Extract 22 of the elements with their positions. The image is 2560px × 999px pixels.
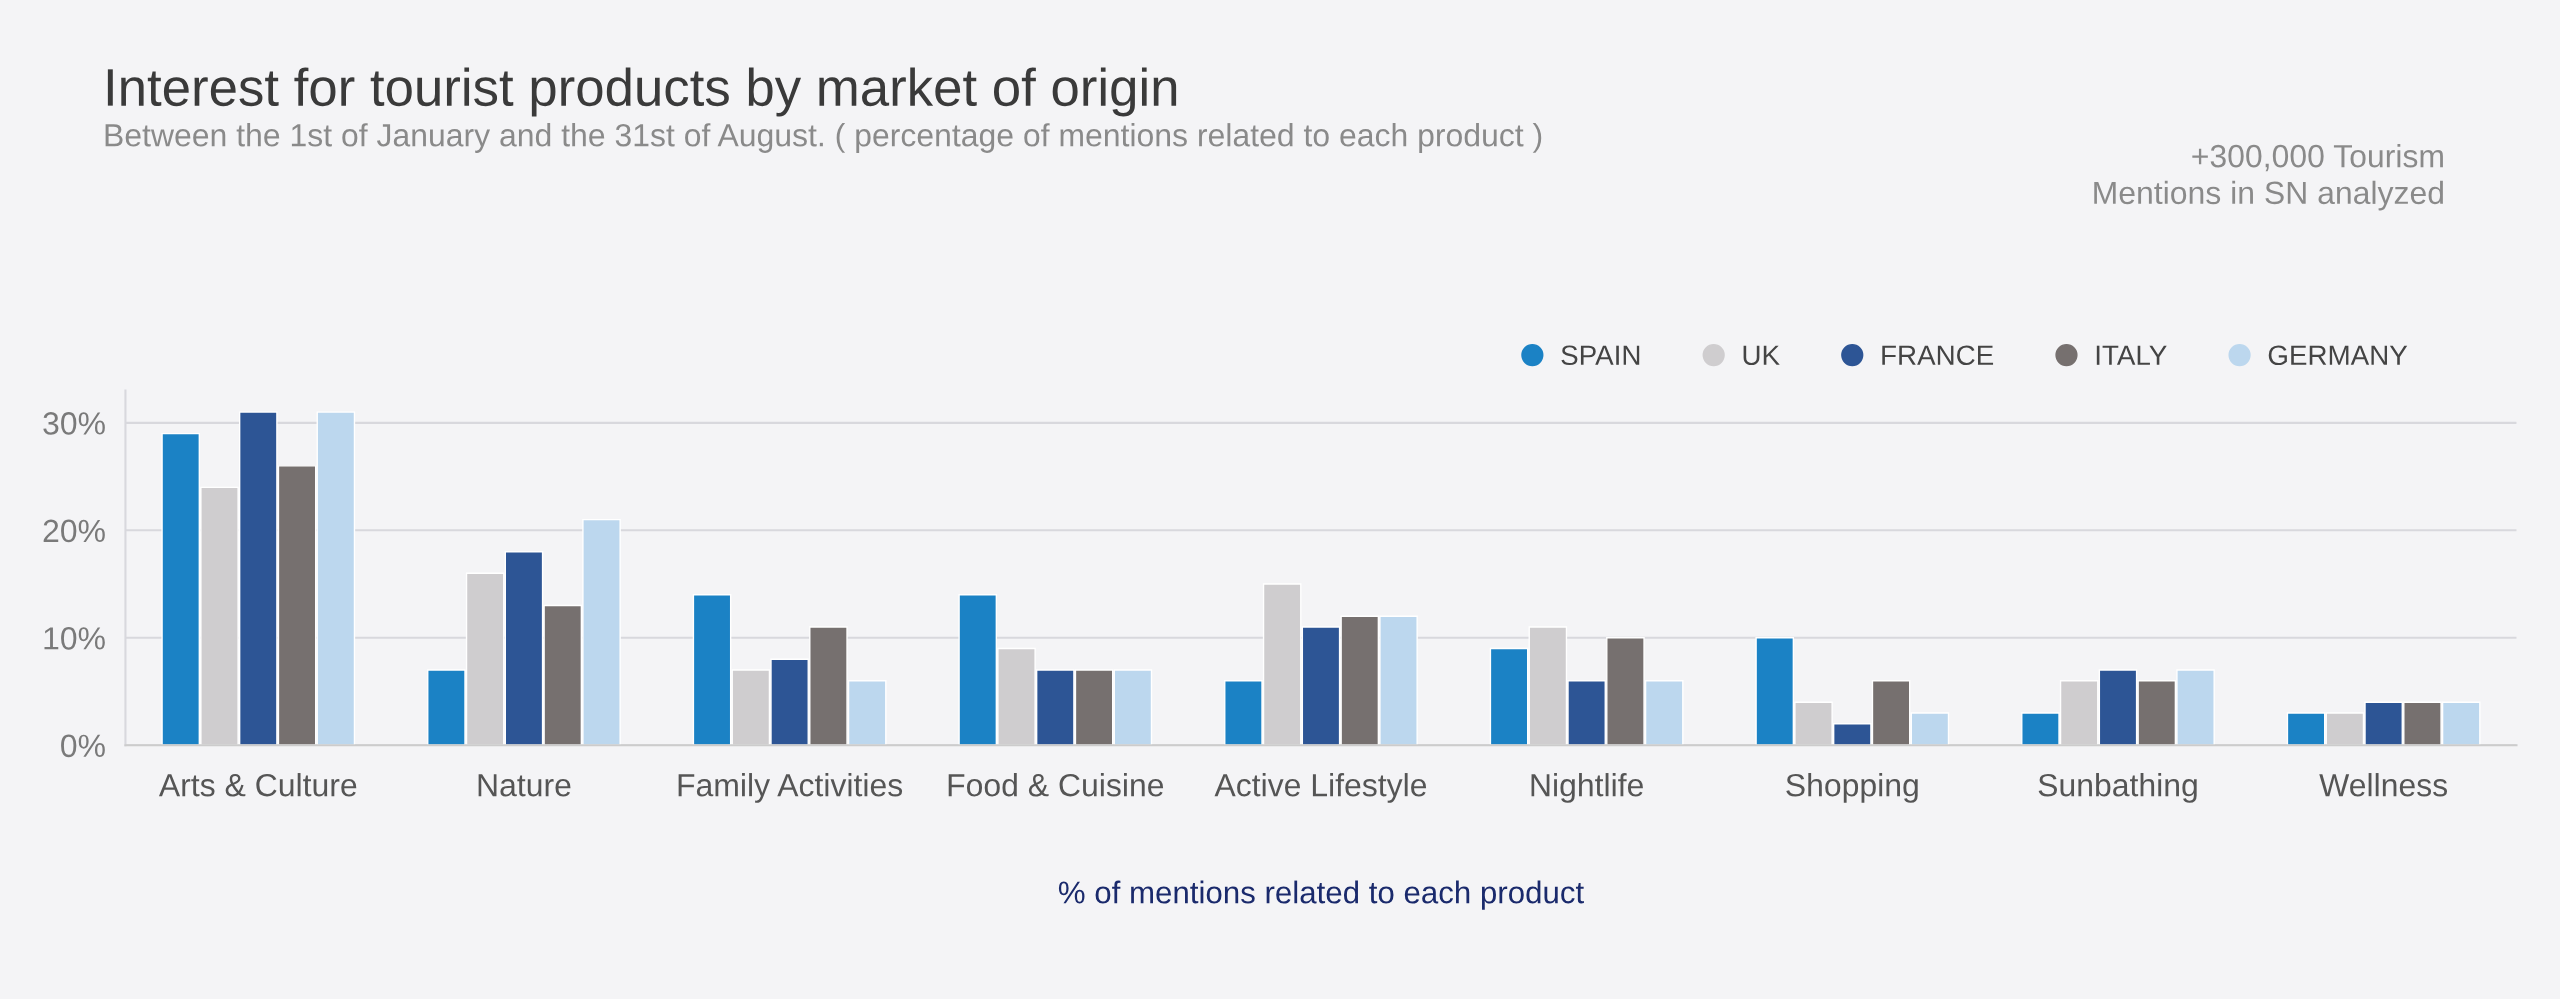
x-tick-label: Arts & Culture <box>158 773 357 797</box>
legend-label: UK <box>1743 345 1780 366</box>
legend-label: FRANCE <box>1882 345 1994 366</box>
y-tick-label: 30% <box>43 412 105 435</box>
x-tick-label: Active Lifestyle <box>1214 773 1427 803</box>
y-tick-label: 10% <box>44 627 105 650</box>
y-tick-label: 20% <box>43 519 105 543</box>
legend-label: GERMANY <box>2268 345 2408 366</box>
chart-title: Interest for tourist products by market of origin <box>107 67 1177 117</box>
x-tick-label: Food & Cuisine <box>948 773 1164 797</box>
x-tick-label: Shopping <box>1786 773 1918 803</box>
x-tick-label: Family Activities <box>678 773 903 803</box>
text: +300,000 Tourism Mentions in SN analyzed <box>2094 144 2443 211</box>
x-tick-label: Sunbathing <box>2038 773 2197 803</box>
x-tick-label: Nightlife <box>1531 773 1643 803</box>
x-tick-label: Wellness <box>2319 773 2448 797</box>
x-axis-title: % of mentions related to each product <box>1058 880 1584 910</box>
legend-label: ITALY <box>2096 345 2167 365</box>
chart-subtitle: Between the 1st of January and the 31st of August. ( percentage of mentions related to each product ) <box>105 123 1542 153</box>
x-tick-label: Nature <box>478 774 571 797</box>
legend-label: SPAIN <box>1561 345 1640 366</box>
y-tick-label: 0% <box>61 734 105 758</box>
